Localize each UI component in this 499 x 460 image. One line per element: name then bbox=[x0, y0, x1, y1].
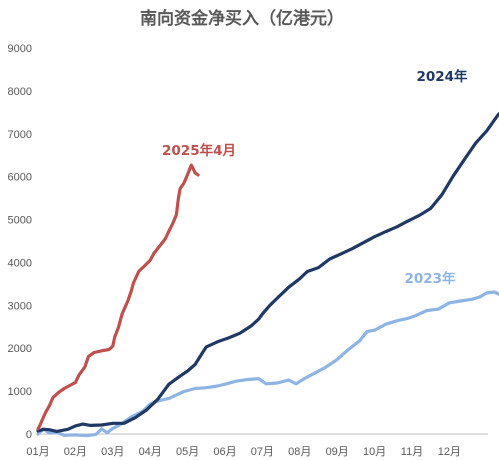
y-tick-label: 8000 bbox=[8, 86, 32, 98]
series-line bbox=[36, 163, 200, 431]
x-tick-label: 04月 bbox=[139, 446, 162, 458]
x-tick-label: 02月 bbox=[64, 446, 87, 458]
x-tick-label: 12月 bbox=[438, 446, 461, 458]
series-line bbox=[36, 290, 499, 438]
x-tick-label: 07月 bbox=[251, 446, 274, 458]
series-name-label: 2023年 bbox=[404, 270, 456, 287]
series-name-label: 2025年4月 bbox=[162, 142, 236, 159]
y-tick-label: 4000 bbox=[8, 257, 32, 269]
chart-title: 南向资金净买入（亿港元） bbox=[140, 8, 344, 29]
series-group bbox=[36, 111, 499, 438]
y-tick-label: 6000 bbox=[8, 172, 32, 184]
series-name-label: 2024年 bbox=[416, 68, 468, 85]
y-tick-label: 0 bbox=[26, 429, 32, 441]
y-tick-label: 3000 bbox=[8, 300, 32, 312]
y-tick-label: 5000 bbox=[8, 215, 32, 227]
y-tick-label: 1000 bbox=[8, 386, 32, 398]
x-tick-label: 01月 bbox=[26, 446, 49, 458]
x-tick-label: 11月 bbox=[401, 446, 423, 458]
x-tick-label: 10月 bbox=[363, 446, 386, 458]
y-tick-label: 7000 bbox=[8, 129, 32, 141]
x-axis: 01月 02月 03月 04月 05月 06月 07月 08月 09月 10月 11月 12月 bbox=[26, 433, 488, 458]
series-line bbox=[36, 111, 499, 433]
x-tick-label: 05月 bbox=[176, 446, 199, 458]
y-axis: 0 1000 2000 3000 4000 5000 6000 7000 8000 9000 bbox=[8, 43, 32, 441]
x-tick-label: 08月 bbox=[288, 446, 311, 458]
x-tick-label: 06月 bbox=[213, 446, 236, 458]
x-tick-label: 03月 bbox=[101, 446, 124, 458]
y-tick-label: 9000 bbox=[8, 43, 32, 55]
x-tick-label: 09月 bbox=[326, 446, 349, 458]
y-tick-label: 2000 bbox=[8, 343, 32, 355]
series-labels: 2023年 2024年 2025年4月 bbox=[162, 68, 468, 287]
